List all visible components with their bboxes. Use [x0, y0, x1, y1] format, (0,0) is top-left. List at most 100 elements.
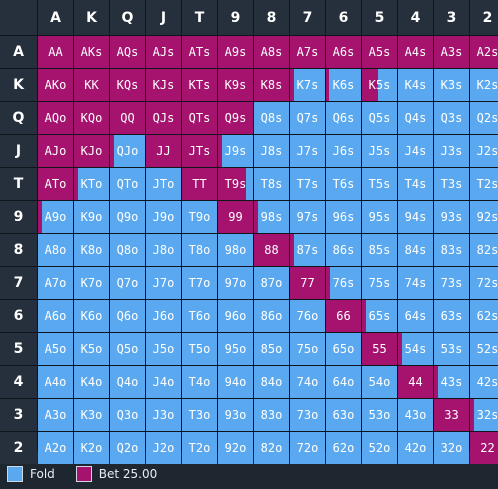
hand-cell-T5s[interactable]: T5s	[362, 168, 397, 200]
hand-cell-JTo[interactable]: JTo	[146, 168, 181, 200]
hand-cell-J7o[interactable]: J7o	[146, 267, 181, 299]
hand-cell-A3s[interactable]: A3s	[434, 36, 469, 68]
hand-cell-KTo[interactable]: KTo	[74, 168, 109, 200]
hand-cell-A2o[interactable]: A2o	[38, 432, 73, 464]
hand-cell-AKs[interactable]: AKs	[74, 36, 109, 68]
hand-cell-KQo[interactable]: KQo	[74, 102, 109, 134]
hand-cell-76s[interactable]: 76s	[326, 267, 361, 299]
hand-cell-82o[interactable]: 82o	[254, 432, 289, 464]
hand-cell-43s[interactable]: 43s	[434, 366, 469, 398]
hand-cell-Q7s[interactable]: Q7s	[290, 102, 325, 134]
hand-cell-TT[interactable]: TT	[182, 168, 217, 200]
hand-cell-T4s[interactable]: T4s	[398, 168, 433, 200]
hand-cell-Q6o[interactable]: Q6o	[110, 300, 145, 332]
hand-cell-AQo[interactable]: AQo	[38, 102, 73, 134]
hand-cell-A2s[interactable]: A2s	[470, 36, 498, 68]
hand-cell-J5s[interactable]: J5s	[362, 135, 397, 167]
hand-cell-J9s[interactable]: J9s	[218, 135, 253, 167]
hand-cell-AA[interactable]: AA	[38, 36, 73, 68]
hand-cell-99[interactable]: 99	[218, 201, 253, 233]
hand-cell-T4o[interactable]: T4o	[182, 366, 217, 398]
hand-cell-84o[interactable]: 84o	[254, 366, 289, 398]
hand-cell-A8o[interactable]: A8o	[38, 234, 73, 266]
hand-cell-95s[interactable]: 95s	[362, 201, 397, 233]
hand-cell-84s[interactable]: 84s	[398, 234, 433, 266]
hand-cell-Q8s[interactable]: Q8s	[254, 102, 289, 134]
hand-cell-AKo[interactable]: AKo	[38, 69, 73, 101]
hand-cell-Q2o[interactable]: Q2o	[110, 432, 145, 464]
hand-cell-K3o[interactable]: K3o	[74, 399, 109, 431]
hand-cell-T3s[interactable]: T3s	[434, 168, 469, 200]
hand-cell-96o[interactable]: 96o	[218, 300, 253, 332]
hand-cell-A4s[interactable]: A4s	[398, 36, 433, 68]
hand-cell-54s[interactable]: 54s	[398, 333, 433, 365]
hand-cell-53o[interactable]: 53o	[362, 399, 397, 431]
hand-cell-94o[interactable]: 94o	[218, 366, 253, 398]
hand-cell-J4s[interactable]: J4s	[398, 135, 433, 167]
hand-cell-K7o[interactable]: K7o	[74, 267, 109, 299]
hand-cell-AJs[interactable]: AJs	[146, 36, 181, 68]
hand-cell-A3o[interactable]: A3o	[38, 399, 73, 431]
hand-cell-T8s[interactable]: T8s	[254, 168, 289, 200]
hand-cell-J8s[interactable]: J8s	[254, 135, 289, 167]
hand-cell-K4o[interactable]: K4o	[74, 366, 109, 398]
hand-cell-A7s[interactable]: A7s	[290, 36, 325, 68]
hand-cell-Q5o[interactable]: Q5o	[110, 333, 145, 365]
hand-cell-J9o[interactable]: J9o	[146, 201, 181, 233]
hand-cell-JTs[interactable]: JTs	[182, 135, 217, 167]
hand-cell-85o[interactable]: 85o	[254, 333, 289, 365]
hand-cell-Q3o[interactable]: Q3o	[110, 399, 145, 431]
hand-cell-92o[interactable]: 92o	[218, 432, 253, 464]
hand-cell-J5o[interactable]: J5o	[146, 333, 181, 365]
hand-cell-K9o[interactable]: K9o	[74, 201, 109, 233]
hand-cell-K5o[interactable]: K5o	[74, 333, 109, 365]
hand-cell-J7s[interactable]: J7s	[290, 135, 325, 167]
hand-cell-65o[interactable]: 65o	[326, 333, 361, 365]
hand-cell-QTo[interactable]: QTo	[110, 168, 145, 200]
hand-cell-66[interactable]: 66	[326, 300, 361, 332]
hand-cell-J3s[interactable]: J3s	[434, 135, 469, 167]
hand-cell-Q3s[interactable]: Q3s	[434, 102, 469, 134]
hand-cell-A9o[interactable]: A9o	[38, 201, 73, 233]
hand-cell-K8o[interactable]: K8o	[74, 234, 109, 266]
hand-cell-85s[interactable]: 85s	[362, 234, 397, 266]
hand-cell-T2o[interactable]: T2o	[182, 432, 217, 464]
hand-cell-42s[interactable]: 42s	[470, 366, 498, 398]
hand-cell-T9o[interactable]: T9o	[182, 201, 217, 233]
hand-cell-82s[interactable]: 82s	[470, 234, 498, 266]
hand-cell-74s[interactable]: 74s	[398, 267, 433, 299]
hand-cell-J6o[interactable]: J6o	[146, 300, 181, 332]
hand-cell-T7o[interactable]: T7o	[182, 267, 217, 299]
hand-cell-95o[interactable]: 95o	[218, 333, 253, 365]
hand-cell-64o[interactable]: 64o	[326, 366, 361, 398]
hand-cell-J2o[interactable]: J2o	[146, 432, 181, 464]
hand-cell-93s[interactable]: 93s	[434, 201, 469, 233]
hand-cell-98s[interactable]: 98s	[254, 201, 289, 233]
hand-cell-87o[interactable]: 87o	[254, 267, 289, 299]
hand-cell-AJo[interactable]: AJo	[38, 135, 73, 167]
hand-cell-65s[interactable]: 65s	[362, 300, 397, 332]
hand-cell-87s[interactable]: 87s	[290, 234, 325, 266]
hand-cell-73s[interactable]: 73s	[434, 267, 469, 299]
hand-cell-A6o[interactable]: A6o	[38, 300, 73, 332]
hand-cell-Q6s[interactable]: Q6s	[326, 102, 361, 134]
hand-cell-T3o[interactable]: T3o	[182, 399, 217, 431]
hand-cell-75o[interactable]: 75o	[290, 333, 325, 365]
hand-cell-K9s[interactable]: K9s	[218, 69, 253, 101]
hand-cell-K2o[interactable]: K2o	[74, 432, 109, 464]
hand-cell-QJs[interactable]: QJs	[146, 102, 181, 134]
hand-cell-33[interactable]: 33	[434, 399, 469, 431]
hand-cell-83o[interactable]: 83o	[254, 399, 289, 431]
hand-cell-A6s[interactable]: A6s	[326, 36, 361, 68]
hand-cell-54o[interactable]: 54o	[362, 366, 397, 398]
hand-cell-KTs[interactable]: KTs	[182, 69, 217, 101]
hand-cell-QJo[interactable]: QJo	[110, 135, 145, 167]
hand-cell-K6s[interactable]: K6s	[326, 69, 361, 101]
hand-cell-44[interactable]: 44	[398, 366, 433, 398]
hand-cell-A5s[interactable]: A5s	[362, 36, 397, 68]
hand-cell-32o[interactable]: 32o	[434, 432, 469, 464]
hand-cell-97s[interactable]: 97s	[290, 201, 325, 233]
hand-cell-K8s[interactable]: K8s	[254, 69, 289, 101]
hand-cell-22[interactable]: 22	[470, 432, 498, 464]
hand-cell-QQ[interactable]: QQ	[110, 102, 145, 134]
